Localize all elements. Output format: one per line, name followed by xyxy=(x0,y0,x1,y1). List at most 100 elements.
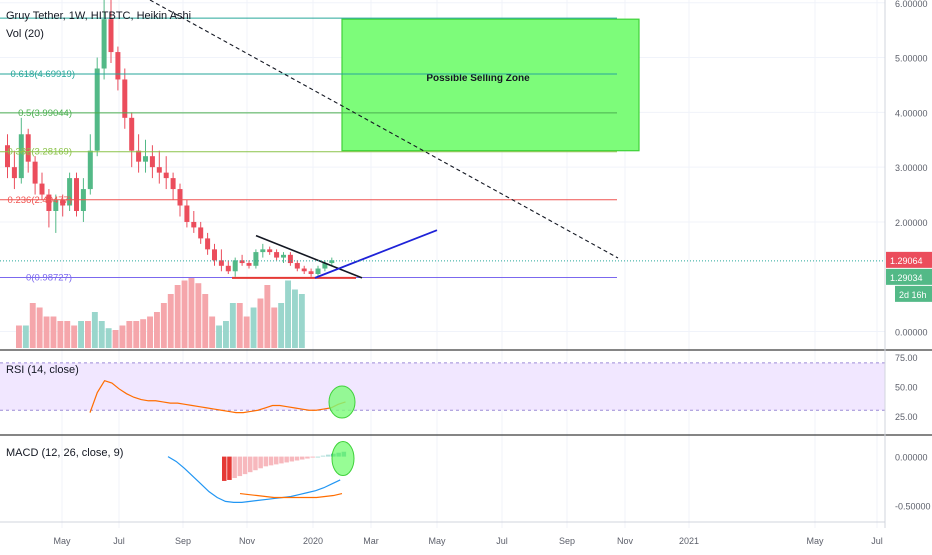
fib-label: 0.382(3.28169) xyxy=(8,147,72,158)
candle-body[interactable] xyxy=(156,167,162,173)
y-tick-label: 3.00000 xyxy=(895,163,928,173)
candle-body[interactable] xyxy=(260,249,266,253)
candle-body[interactable] xyxy=(246,263,252,266)
macd-histogram-bar xyxy=(268,456,274,466)
x-tick-label: 2021 xyxy=(679,536,699,546)
candle-body[interactable] xyxy=(301,268,307,272)
candle-body[interactable] xyxy=(25,134,31,162)
candle-body[interactable] xyxy=(177,189,183,206)
candle-body[interactable] xyxy=(218,260,224,266)
y-tick-label: 5.00000 xyxy=(895,54,928,64)
last-price-label: 1.29064 xyxy=(890,256,923,266)
fib-label: 0.618(4.69919) xyxy=(11,69,75,80)
x-tick-label: Sep xyxy=(559,536,575,546)
symbol-title[interactable]: Gruy Tether, 1W, HITBTC, Heikin Ashi xyxy=(6,10,192,22)
drawings[interactable] xyxy=(0,0,885,279)
candles[interactable] xyxy=(5,0,335,277)
macd-histogram-bar xyxy=(263,456,269,467)
volume-bar xyxy=(250,307,257,348)
resistance-line[interactable] xyxy=(255,234,363,279)
candle-body[interactable] xyxy=(184,205,190,222)
macd-histogram-bar xyxy=(326,454,331,457)
candle-body[interactable] xyxy=(308,271,314,275)
volume-bar xyxy=(271,307,278,348)
candle-body[interactable] xyxy=(129,117,135,151)
macd-y-tick: 0.00000 xyxy=(895,453,928,463)
macd-histogram-bar xyxy=(310,456,315,458)
candle-body[interactable] xyxy=(205,238,211,250)
candle-body[interactable] xyxy=(115,52,121,80)
candle-body[interactable] xyxy=(143,156,148,162)
macd-legend[interactable]: MACD (12, 26, close, 9) xyxy=(6,447,124,459)
x-tick-label: Mar xyxy=(363,536,379,546)
candle-body[interactable] xyxy=(191,221,197,228)
candle-body[interactable] xyxy=(11,167,17,179)
volume-bar xyxy=(188,277,195,348)
volume-bar xyxy=(264,285,271,348)
macd-histogram-bar xyxy=(222,456,227,481)
candle-body[interactable] xyxy=(294,263,300,269)
macd-histogram-bar xyxy=(315,456,321,458)
macd-highlight-ellipse[interactable] xyxy=(331,441,355,477)
candle-body[interactable] xyxy=(274,252,280,258)
rsi-y-tick: 25.00 xyxy=(895,412,918,422)
volume-bar xyxy=(85,321,91,348)
candle-body[interactable] xyxy=(212,249,217,261)
x-tick-label: Jul xyxy=(496,536,508,546)
candle-body[interactable] xyxy=(108,19,114,53)
rsi-highlight-ellipse[interactable] xyxy=(328,385,356,419)
fib-label: 0.5(3.99044) xyxy=(18,108,72,119)
dashed-trend-line[interactable] xyxy=(149,0,619,259)
candle-body[interactable] xyxy=(53,200,59,211)
rsi-pane xyxy=(0,362,885,419)
candle-body[interactable] xyxy=(149,156,155,168)
candle-body[interactable] xyxy=(225,265,231,272)
candle-body[interactable] xyxy=(329,260,335,264)
x-tick-label: 2020 xyxy=(303,536,323,546)
selling-zone-box[interactable] xyxy=(341,18,640,152)
candle-body[interactable] xyxy=(87,150,93,190)
volume-bar xyxy=(285,280,291,348)
candle-body[interactable] xyxy=(287,254,293,264)
candle-body[interactable] xyxy=(170,178,176,190)
volume-bar xyxy=(105,328,112,348)
macd-histogram-bar xyxy=(227,456,232,480)
candle-body[interactable] xyxy=(32,161,38,184)
candle-body[interactable] xyxy=(163,172,169,179)
candle-body[interactable] xyxy=(5,145,10,168)
volume-bar xyxy=(195,283,202,348)
candle-body[interactable] xyxy=(60,200,66,206)
volume-bar xyxy=(292,289,298,348)
candle-body[interactable] xyxy=(18,134,24,179)
volume-bar xyxy=(64,321,71,348)
candle-body[interactable] xyxy=(253,252,259,266)
blue-projection-line[interactable] xyxy=(314,229,438,279)
volume-legend[interactable]: Vol (20) xyxy=(6,28,44,40)
candle-body[interactable] xyxy=(74,178,79,211)
candle-body[interactable] xyxy=(39,183,45,195)
candle-body[interactable] xyxy=(198,227,204,239)
rsi-legend[interactable]: RSI (14, close) xyxy=(6,364,79,376)
candle-body[interactable] xyxy=(67,178,73,206)
candle-body[interactable] xyxy=(315,268,321,275)
volume-bar xyxy=(43,316,50,348)
candle-body[interactable] xyxy=(122,79,128,118)
macd-y-tick: -0.50000 xyxy=(895,501,931,511)
candle-body[interactable] xyxy=(101,19,107,69)
volume-bar xyxy=(236,303,243,348)
candle-body[interactable] xyxy=(46,194,52,211)
candle-body[interactable] xyxy=(267,249,273,253)
macd-pane xyxy=(167,441,355,503)
candle-body[interactable] xyxy=(281,254,286,258)
macd-line xyxy=(167,456,341,503)
macd-histogram-bar xyxy=(289,456,295,462)
candle-body[interactable] xyxy=(232,260,238,272)
candle-body[interactable] xyxy=(94,68,100,151)
candle-body[interactable] xyxy=(239,260,245,264)
candle-body[interactable] xyxy=(136,150,142,162)
rsi-y-tick: 75.00 xyxy=(895,353,918,363)
candle-body[interactable] xyxy=(322,263,328,269)
